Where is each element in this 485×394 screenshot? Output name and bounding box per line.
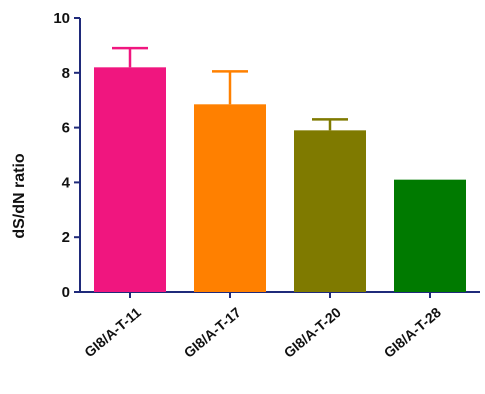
y-tick-label: 2 [62,229,70,246]
bar [394,179,466,292]
y-tick-label: 8 [62,65,70,82]
x-tick-label: GI8/A-T-11 [81,304,144,360]
y-tick-label: 4 [62,174,71,191]
bar [194,104,266,292]
y-tick-label: 10 [53,10,70,27]
y-tick-label: 6 [62,120,70,137]
x-tick-label: GI8/A-T-20 [281,304,344,361]
bars [94,67,466,292]
y-axis: 0 2 4 6 8 10 [53,10,81,301]
x-tick-label: GI8/A-T-17 [181,304,244,361]
y-tick-label: 0 [62,284,70,301]
error-bars [112,46,348,131]
bar [294,130,366,292]
y-axis-title: dS/dN ratio [11,153,28,239]
x-axis: GI8/A-T-11 GI8/A-T-17 GI8/A-T-20 GI8/A-T-28 [80,291,480,361]
x-tick-label: GI8/A-T-28 [381,304,444,361]
bar [94,67,166,292]
